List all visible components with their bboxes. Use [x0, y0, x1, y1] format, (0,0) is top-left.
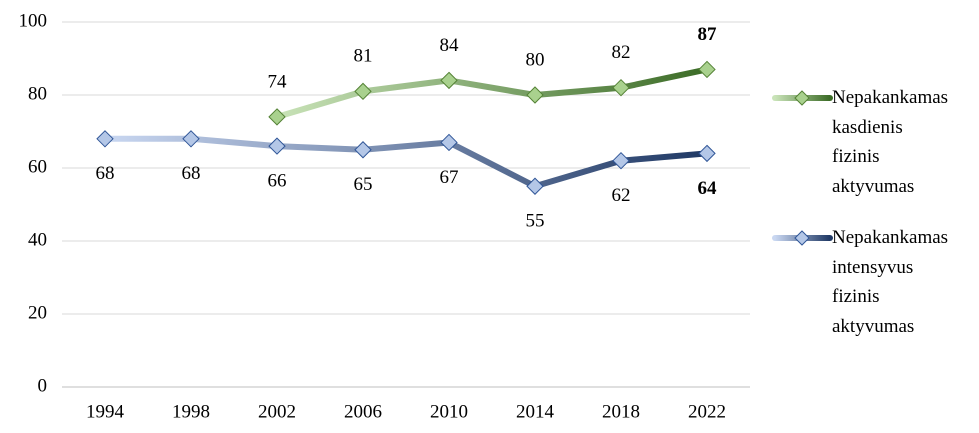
y-tick-label: 40	[28, 229, 47, 250]
data-label: 87	[698, 24, 718, 45]
data-label: 66	[268, 170, 287, 191]
legend-label: Nepakankamas intensyvus fizinis aktyvuma…	[832, 227, 949, 337]
data-marker	[612, 151, 630, 170]
y-tick-label: 60	[28, 156, 47, 177]
data-marker	[698, 144, 716, 163]
data-marker	[268, 137, 286, 155]
x-tick-label: 2018	[602, 401, 640, 422]
x-tick-label: 2006	[344, 401, 382, 422]
data-marker	[612, 78, 630, 97]
x-tick-label: 1998	[172, 401, 210, 422]
data-label: 67	[440, 167, 459, 188]
x-tick-label: 2022	[688, 401, 726, 422]
data-marker	[698, 60, 716, 79]
data-label: 55	[526, 211, 545, 232]
data-marker	[354, 141, 372, 159]
data-marker	[526, 86, 544, 104]
x-tick-label: 2010	[430, 401, 468, 422]
data-label: 64	[698, 178, 718, 199]
x-tick-label: 1994	[86, 401, 125, 422]
data-marker	[440, 71, 458, 90]
x-tick-label: 2002	[258, 401, 296, 422]
data-label: 81	[354, 46, 373, 67]
legend-marker	[794, 90, 810, 106]
data-label: 74	[268, 71, 288, 92]
y-tick-label: 80	[28, 83, 47, 104]
data-marker	[268, 108, 286, 126]
series-line	[102, 135, 710, 190]
y-tick-label: 0	[38, 375, 48, 396]
data-marker	[96, 130, 114, 148]
data-marker	[526, 177, 544, 195]
y-tick-label: 20	[28, 302, 47, 323]
x-tick-label: 2014	[516, 401, 555, 422]
legend-label: Nepakankamas kasdienis fizinis aktyvumas	[832, 87, 949, 197]
data-label: 84	[440, 35, 460, 56]
data-marker	[440, 133, 458, 152]
data-label: 68	[182, 163, 201, 184]
data-label: 80	[526, 49, 545, 70]
legend-marker	[794, 230, 810, 246]
y-tick-label: 100	[19, 10, 48, 31]
series-line	[274, 66, 710, 120]
data-label: 65	[354, 174, 373, 195]
data-marker	[182, 130, 200, 148]
data-label: 62	[612, 185, 631, 206]
data-marker	[354, 82, 372, 101]
data-label: 82	[612, 42, 631, 63]
data-label: 68	[96, 163, 115, 184]
